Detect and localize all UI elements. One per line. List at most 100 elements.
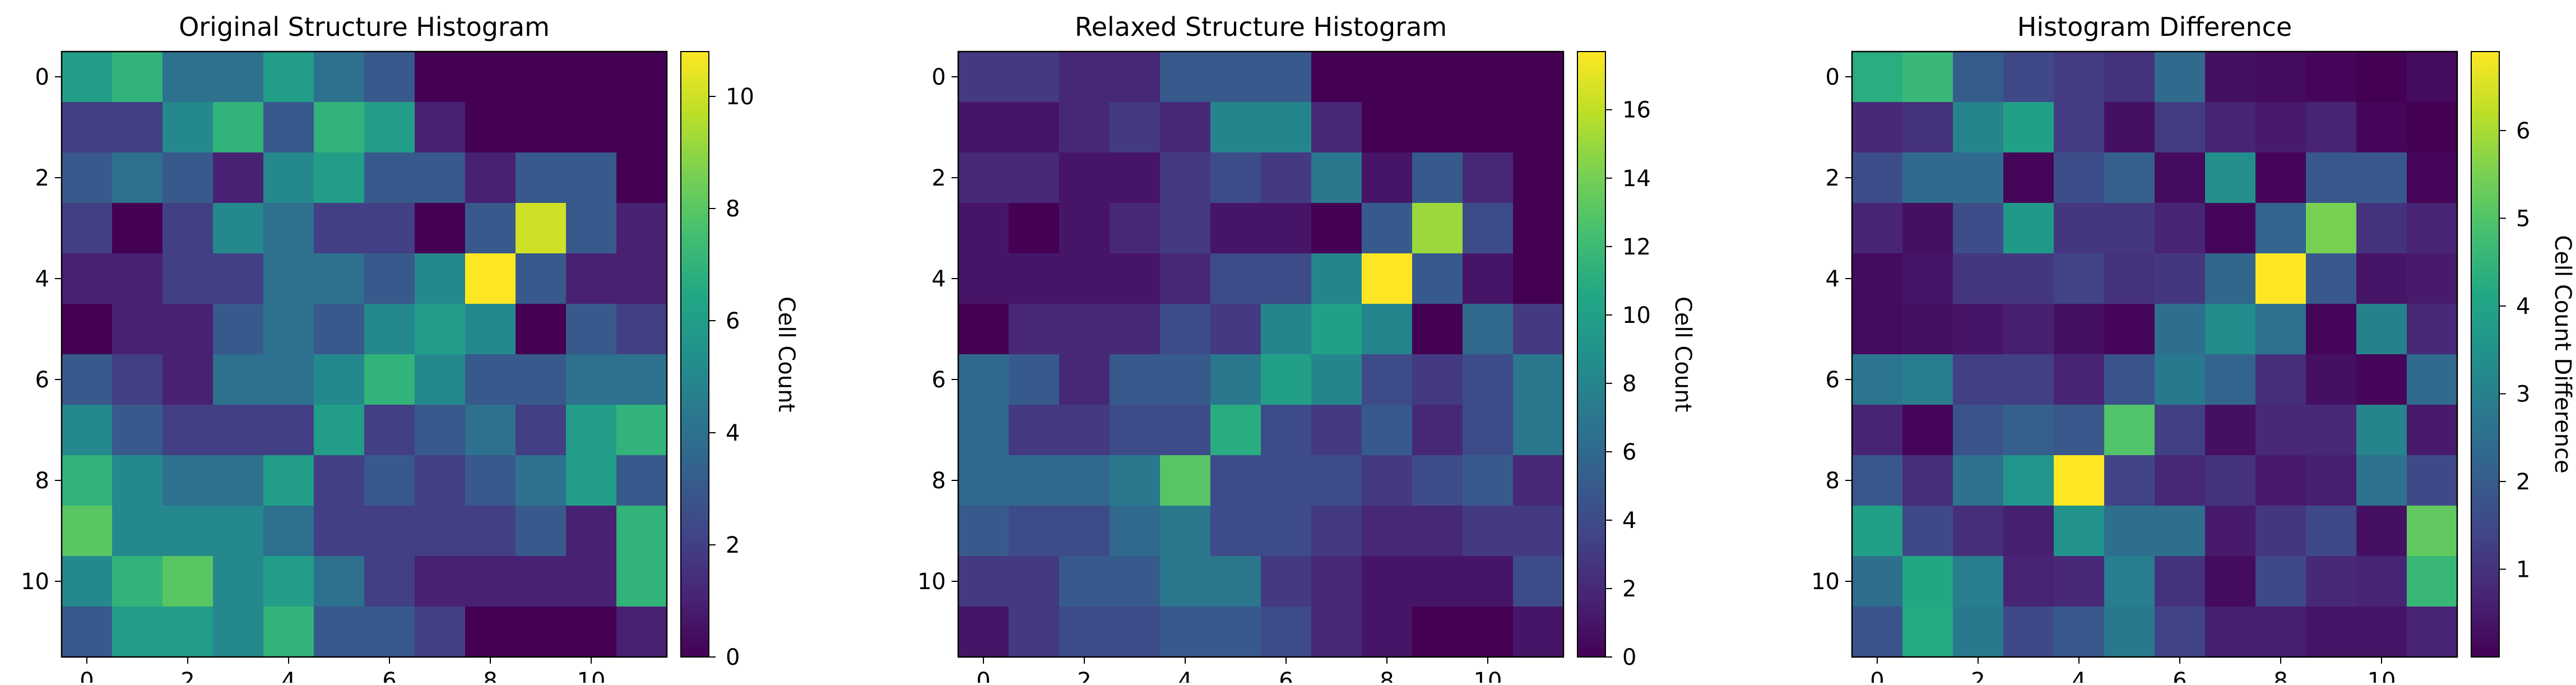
heatmap-cell xyxy=(314,455,365,506)
heatmap-cell xyxy=(1902,304,1953,355)
heatmap-cell xyxy=(1902,455,1953,506)
colorbar-tick-label: 5 xyxy=(2516,206,2530,232)
heatmap-cell xyxy=(1953,253,2004,304)
heatmap-cell xyxy=(112,152,163,203)
heatmap-cell xyxy=(2306,556,2357,607)
heatmap-cell xyxy=(2003,405,2054,456)
heatmap-cell xyxy=(516,506,567,557)
heatmap-cell xyxy=(958,607,1009,658)
heatmap-cell xyxy=(2255,405,2306,456)
heatmap-cell xyxy=(566,455,617,506)
heatmap-cell xyxy=(163,354,213,405)
colorbar-tick-label: 14 xyxy=(1622,166,1651,192)
heatmap-cell xyxy=(1902,102,1953,153)
heatmap-cell xyxy=(2155,152,2206,203)
heatmap-cell xyxy=(465,52,516,103)
heatmap-cell xyxy=(2054,52,2105,103)
heatmap-cell xyxy=(2104,405,2155,456)
heatmap-cell xyxy=(2003,455,2054,506)
colorbar-tick-label: 1 xyxy=(2516,557,2530,582)
heatmap-cell xyxy=(1311,304,1362,355)
heatmap-cell xyxy=(364,52,415,103)
heatmap-cell xyxy=(163,455,213,506)
heatmap-cell xyxy=(62,506,113,557)
heatmap-cell xyxy=(958,556,1009,607)
colorbar-tick-label: 10 xyxy=(726,84,754,110)
heatmap-cell xyxy=(2356,203,2407,254)
heatmap-cell xyxy=(1059,354,1110,405)
heatmap-cell xyxy=(314,152,365,203)
heatmap-cell xyxy=(2407,506,2458,557)
heatmap-cell xyxy=(263,102,314,153)
heatmap-cell xyxy=(1210,253,1261,304)
heatmap-cell xyxy=(1902,506,1953,557)
x-tick-label: 4 xyxy=(281,668,295,683)
heatmap-cell xyxy=(1110,455,1161,506)
heatmap-cell xyxy=(163,607,213,658)
heatmap-cell xyxy=(263,304,314,355)
heatmap-cell xyxy=(163,52,213,103)
heatmap-cell xyxy=(1059,52,1110,103)
heatmap-cell xyxy=(263,607,314,658)
heatmap-cell xyxy=(364,354,415,405)
y-tick-label: 6 xyxy=(932,367,946,393)
colorbar-tick-label: 12 xyxy=(1622,234,1651,260)
heatmap-cell xyxy=(163,405,213,456)
x-tick-label: 2 xyxy=(1077,668,1091,683)
heatmap-cell xyxy=(2205,203,2256,254)
y-tick-label: 10 xyxy=(21,569,49,595)
heatmap-cell xyxy=(566,152,617,203)
heatmap-cell xyxy=(2356,506,2407,557)
heatmap-cell xyxy=(1311,102,1362,153)
heatmap-cell xyxy=(1261,506,1312,557)
x-tick-label: 10 xyxy=(1474,668,1502,683)
y-tick-label: 8 xyxy=(35,468,49,494)
heatmap-cell xyxy=(2205,52,2256,103)
heatmap-cell xyxy=(314,405,365,456)
heatmap-cell xyxy=(364,556,415,607)
heatmap-cell xyxy=(465,556,516,607)
x-tick-label: 2 xyxy=(180,668,194,683)
colorbar-label: Cell Count Difference xyxy=(2550,235,2575,473)
heatmap-cell xyxy=(1362,253,1413,304)
colorbar-tick-label: 4 xyxy=(726,420,740,446)
heatmap-panel-1: Original Structure Histogram 0 2 4 6 8 10 0 2 4 6 8… xyxy=(21,12,799,685)
heatmap-cell xyxy=(1311,253,1362,304)
heatmap-cell xyxy=(213,203,264,254)
heatmap-cell xyxy=(2407,304,2458,355)
colorbar xyxy=(681,52,709,657)
heatmap-cell xyxy=(1412,52,1463,103)
heatmap-cell xyxy=(1902,253,1953,304)
heatmap-cell xyxy=(112,304,163,355)
heatmap-cell xyxy=(1412,304,1463,355)
heatmap-cell xyxy=(415,304,466,355)
heatmap-cell xyxy=(2155,455,2206,506)
heatmap-cell xyxy=(1953,152,2004,203)
heatmap-cell xyxy=(62,102,113,153)
heatmap-cell xyxy=(566,405,617,456)
heatmap-cell xyxy=(415,354,466,405)
heatmap-cell xyxy=(616,607,667,658)
heatmap-cell xyxy=(1953,506,2004,557)
heatmap-cell xyxy=(1009,52,1060,103)
heatmap-cell xyxy=(1412,455,1463,506)
colorbar-tick-label: 10 xyxy=(1622,303,1651,328)
heatmap-cell xyxy=(2407,253,2458,304)
heatmap-cell xyxy=(1261,102,1312,153)
heatmap-cell xyxy=(616,152,667,203)
heatmap-cell xyxy=(1210,354,1261,405)
heatmap-cell xyxy=(2104,354,2155,405)
heatmap-cell xyxy=(112,354,163,405)
heatmap-cell xyxy=(2104,556,2155,607)
heatmap-cell xyxy=(1160,203,1211,254)
heatmap-cell xyxy=(1953,354,2004,405)
heatmap-cell xyxy=(213,506,264,557)
colorbar-tick-label: 8 xyxy=(726,196,740,222)
heatmap-cell xyxy=(1513,607,1564,658)
heatmap-cell xyxy=(1463,52,1514,103)
heatmap-cell xyxy=(112,455,163,506)
heatmap-cell xyxy=(1160,455,1211,506)
heatmap-cell xyxy=(1513,556,1564,607)
heatmap-cell xyxy=(516,304,567,355)
